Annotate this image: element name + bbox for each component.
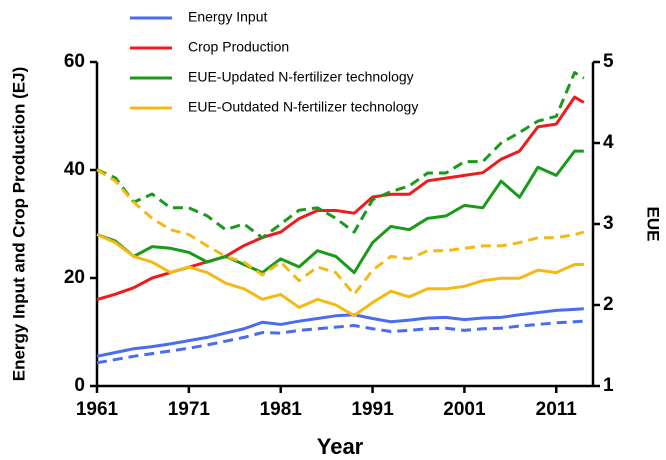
y2-axis-title: EUE xyxy=(644,207,663,242)
y-tick-label: 20 xyxy=(64,267,85,288)
x-tick-label: 2011 xyxy=(536,399,578,420)
y-axis-title: Energy Input and Crop Production (EJ) xyxy=(9,67,28,382)
y2-tick-label: 2 xyxy=(603,294,614,315)
x-tick-label: 1971 xyxy=(168,399,211,420)
y2-tick-label: 4 xyxy=(603,132,614,153)
line xyxy=(96,95,585,302)
legend-label: Crop Production xyxy=(188,39,289,55)
y2-tick-label: 1 xyxy=(603,375,614,396)
y-tick-label: 60 xyxy=(64,51,85,72)
legend-label: EUE-Outdated N-fertilizer technology xyxy=(188,99,418,115)
y2-tick-label: 5 xyxy=(603,51,614,72)
x-axis-title: Year xyxy=(317,434,364,459)
x-tick-label: 2001 xyxy=(443,399,486,420)
y-tick-label: 40 xyxy=(64,159,85,180)
y-tick-label: 0 xyxy=(74,375,85,396)
line xyxy=(96,233,584,318)
legend-label: Energy Input xyxy=(188,9,267,25)
dashed-line xyxy=(96,319,584,365)
dashed-line xyxy=(96,168,585,296)
y2-tick-label: 3 xyxy=(603,213,614,234)
line xyxy=(96,149,584,275)
line xyxy=(96,307,584,358)
legend-label: EUE-Updated N-fertilizer technology xyxy=(188,69,414,85)
x-tick-label: 1991 xyxy=(351,399,394,420)
x-tick-label: 1961 xyxy=(76,399,119,420)
x-tick-label: 1981 xyxy=(260,399,303,420)
dashed-line xyxy=(96,71,585,240)
